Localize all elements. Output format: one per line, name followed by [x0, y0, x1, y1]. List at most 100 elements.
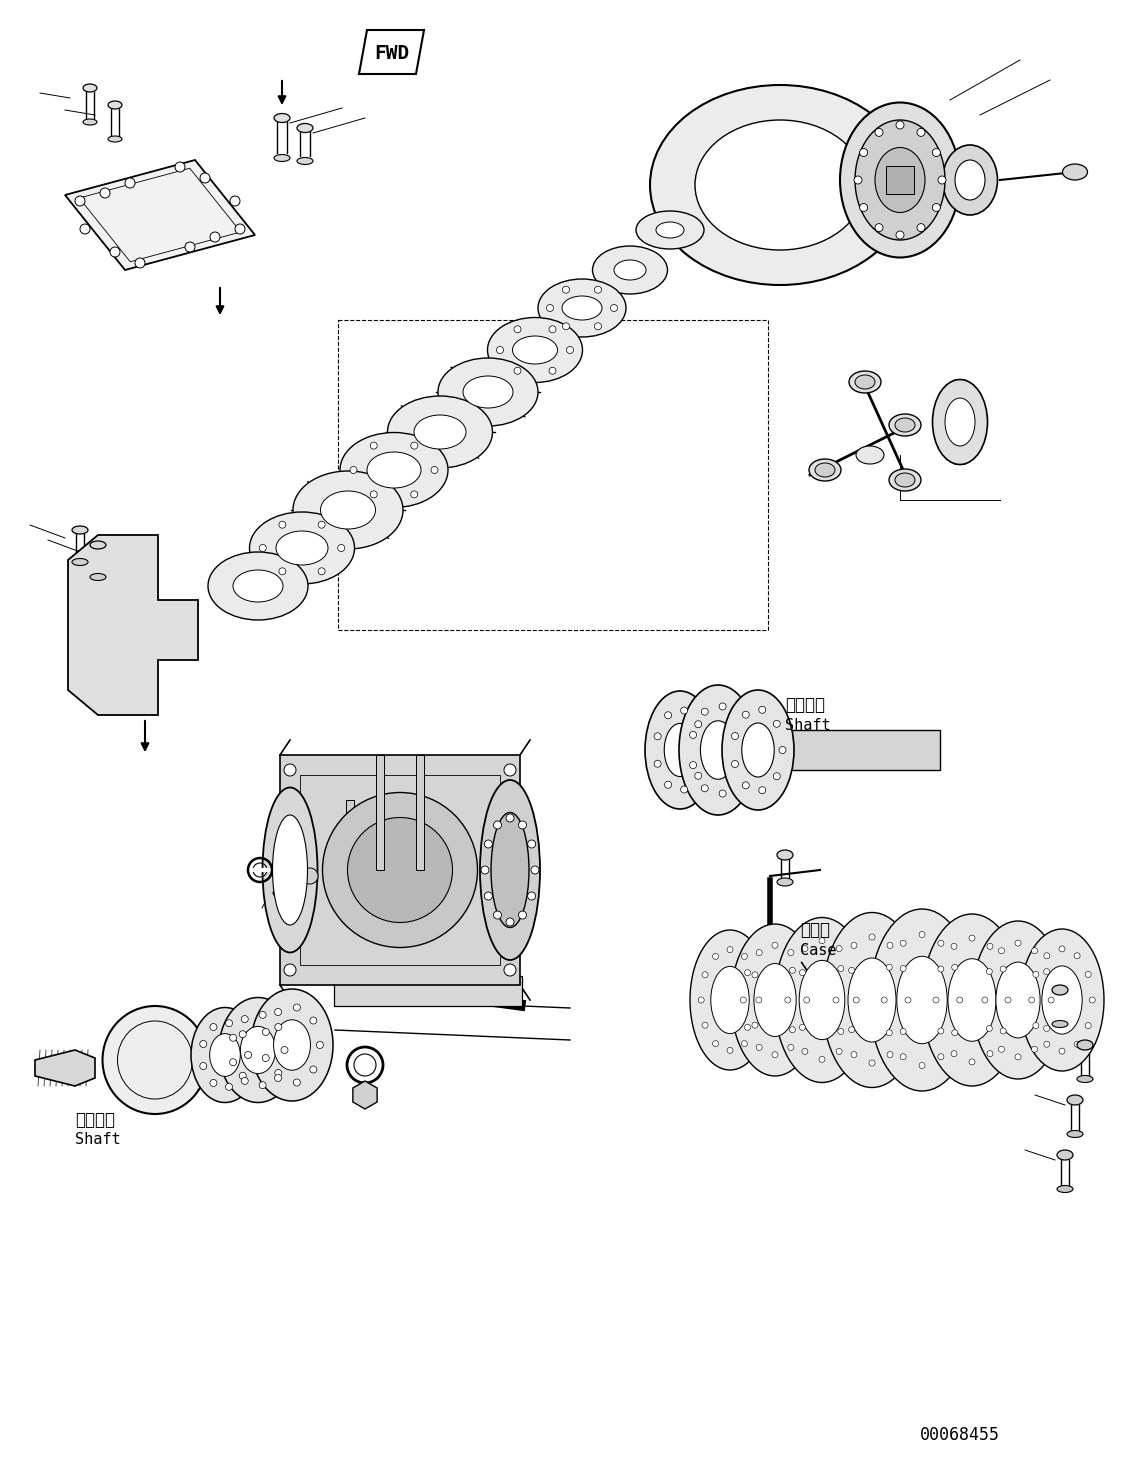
Ellipse shape [512, 336, 558, 364]
Circle shape [200, 1040, 207, 1047]
Circle shape [654, 761, 661, 767]
Bar [416, 755, 424, 870]
Ellipse shape [438, 358, 538, 426]
Circle shape [485, 892, 493, 900]
Text: Case: Case [800, 943, 837, 958]
Ellipse shape [889, 414, 921, 436]
Polygon shape [353, 1081, 377, 1109]
Circle shape [528, 840, 536, 848]
Circle shape [727, 1047, 733, 1053]
Circle shape [701, 746, 708, 754]
Circle shape [504, 964, 515, 975]
Ellipse shape [592, 245, 668, 294]
Ellipse shape [897, 956, 948, 1043]
Circle shape [549, 367, 555, 375]
Circle shape [1044, 1025, 1049, 1031]
Ellipse shape [855, 120, 945, 239]
Circle shape [780, 746, 786, 754]
Bar [299, 776, 499, 965]
Circle shape [887, 943, 893, 949]
Ellipse shape [636, 212, 704, 250]
Ellipse shape [219, 997, 297, 1103]
Circle shape [986, 1025, 992, 1031]
Ellipse shape [263, 787, 318, 952]
Ellipse shape [103, 1006, 208, 1114]
Ellipse shape [656, 222, 684, 238]
Circle shape [610, 304, 617, 311]
Ellipse shape [956, 160, 985, 200]
Circle shape [1029, 997, 1034, 1003]
Ellipse shape [996, 962, 1040, 1039]
Circle shape [901, 1028, 906, 1034]
Ellipse shape [275, 530, 328, 566]
Ellipse shape [1077, 1075, 1093, 1083]
Circle shape [744, 970, 751, 975]
Circle shape [887, 1052, 893, 1058]
Ellipse shape [849, 372, 881, 394]
Ellipse shape [1068, 1094, 1084, 1105]
Circle shape [853, 997, 860, 1003]
Ellipse shape [1041, 967, 1082, 1034]
Ellipse shape [650, 85, 910, 285]
Polygon shape [359, 29, 424, 73]
Circle shape [519, 821, 527, 829]
Circle shape [937, 1028, 944, 1034]
Ellipse shape [562, 295, 602, 320]
Ellipse shape [90, 573, 106, 580]
Circle shape [562, 286, 569, 294]
Ellipse shape [933, 379, 988, 464]
Ellipse shape [855, 375, 876, 389]
Circle shape [896, 120, 904, 129]
Ellipse shape [1052, 986, 1068, 995]
Circle shape [230, 195, 240, 206]
Circle shape [848, 1027, 855, 1033]
Polygon shape [65, 160, 255, 270]
Ellipse shape [480, 780, 539, 961]
Circle shape [235, 223, 245, 234]
Circle shape [279, 569, 286, 574]
Circle shape [279, 521, 286, 529]
Circle shape [514, 326, 521, 333]
Circle shape [210, 232, 219, 242]
Circle shape [549, 326, 555, 333]
Ellipse shape [251, 989, 333, 1100]
Ellipse shape [90, 541, 106, 549]
Circle shape [785, 997, 791, 1003]
Ellipse shape [614, 260, 646, 281]
Ellipse shape [945, 398, 975, 447]
Circle shape [185, 242, 195, 253]
Polygon shape [35, 1050, 95, 1086]
Circle shape [772, 942, 778, 949]
Ellipse shape [320, 491, 376, 529]
Circle shape [905, 997, 911, 1003]
Circle shape [210, 1080, 217, 1087]
Circle shape [99, 188, 110, 198]
Circle shape [546, 304, 553, 311]
Circle shape [110, 247, 120, 257]
Ellipse shape [249, 513, 354, 585]
Ellipse shape [367, 452, 421, 488]
Circle shape [742, 1040, 748, 1046]
Ellipse shape [948, 959, 996, 1042]
Ellipse shape [848, 958, 896, 1042]
Circle shape [957, 997, 962, 1003]
Circle shape [695, 721, 702, 727]
Circle shape [1074, 1042, 1080, 1047]
Circle shape [689, 761, 696, 768]
Ellipse shape [208, 552, 307, 620]
Circle shape [759, 707, 766, 714]
Circle shape [259, 1011, 266, 1018]
Circle shape [274, 1009, 281, 1015]
Circle shape [370, 442, 377, 450]
Circle shape [982, 997, 988, 1003]
Ellipse shape [711, 967, 749, 1034]
Ellipse shape [1068, 1131, 1084, 1137]
Circle shape [919, 1062, 925, 1068]
Ellipse shape [695, 120, 865, 250]
Ellipse shape [274, 113, 290, 122]
Ellipse shape [889, 469, 921, 491]
Circle shape [294, 1080, 301, 1086]
Ellipse shape [1057, 1185, 1073, 1193]
Circle shape [594, 286, 601, 294]
Circle shape [999, 1046, 1005, 1052]
